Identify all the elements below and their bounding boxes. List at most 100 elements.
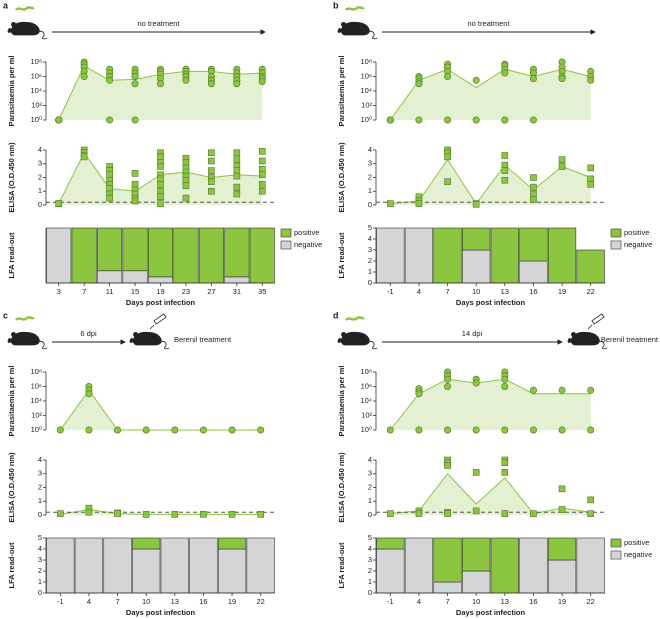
y-tick-label: 3: [38, 469, 42, 478]
data-point: [182, 76, 190, 84]
y-axis-label: Parasitaemia per ml: [337, 366, 346, 437]
data-point: [558, 163, 566, 170]
lfa-bar: [462, 537, 491, 572]
y-tick-label: 1: [368, 577, 372, 586]
treatment-label: Berenil treatment: [174, 335, 232, 344]
y-tick-label: 0: [38, 588, 42, 597]
data-point: [415, 510, 423, 517]
y-tick-label: 4: [38, 544, 42, 553]
y-tick-label: 10⁴: [360, 396, 372, 405]
y-tick-label: 10⁴: [30, 396, 42, 405]
lfa-bar: [224, 276, 250, 284]
data-point: [233, 172, 241, 180]
syringe: [153, 313, 167, 325]
y-tick-label: 3: [368, 469, 372, 478]
y-tick-label: 0: [368, 510, 372, 519]
y-tick-label: 10²: [31, 100, 42, 109]
x-tick-label: 7: [445, 597, 449, 606]
legend-swatch: [610, 550, 622, 560]
lfa-bar: [433, 227, 462, 284]
x-tick-label: 7: [445, 287, 449, 296]
data-point: [387, 510, 394, 517]
legend-swatch: [610, 240, 622, 250]
y-tick-label: 0: [38, 200, 42, 209]
data-point: [85, 426, 93, 434]
lfa-bar: [189, 537, 218, 594]
panel: b no treatment 10⁰ 10² 10⁴ 10⁶ 10⁸ Parasitaemia…: [333, 0, 652, 307]
data-point: [472, 469, 480, 476]
data-point: [257, 511, 264, 518]
data-point: [233, 156, 241, 163]
data-point: [208, 167, 215, 174]
data-point: [444, 462, 451, 469]
data-point: [415, 390, 423, 398]
x-tick-label: -1: [387, 597, 394, 606]
mouse-icon: [337, 331, 378, 350]
lfa-bar: [462, 227, 491, 251]
data-point: [171, 426, 179, 434]
y-tick-label: 10⁸: [30, 57, 42, 66]
y-axis-label: LFA read-out: [337, 232, 346, 278]
y-axis-label: LFA read-out: [7, 232, 16, 278]
data-point: [530, 174, 537, 181]
data-point: [501, 426, 509, 434]
mean-area: [390, 69, 591, 120]
data-point: [200, 511, 207, 518]
y-tick-label: 3: [368, 555, 372, 564]
data-point: [415, 426, 423, 434]
data-point: [258, 157, 266, 165]
data-point: [558, 506, 566, 513]
lfa-bar: [147, 227, 174, 278]
data-point: [106, 185, 113, 192]
y-axis-label: ELISA (O.D.450 nm): [7, 452, 16, 523]
arrow-annotation: 14 dpi: [462, 329, 483, 338]
panel-label: a: [3, 0, 9, 10]
y-tick-label: 4: [368, 234, 372, 243]
mouse-icon: [7, 21, 48, 40]
y-tick-label: 4: [38, 455, 42, 464]
data-point: [501, 116, 509, 124]
data-point: [106, 194, 113, 202]
data-point: [208, 187, 215, 195]
y-tick-label: 10⁸: [30, 367, 42, 376]
data-point: [530, 190, 537, 198]
lfa-bar: [246, 537, 275, 594]
y-tick-label: 10²: [361, 100, 372, 109]
legend-swatch: [280, 240, 292, 250]
legend-label: negative: [624, 550, 652, 559]
x-tick-label: 13: [501, 287, 509, 296]
data-point: [131, 73, 139, 81]
data-point: [472, 379, 480, 387]
x-tick-label: 16: [529, 287, 537, 296]
data-point: [415, 200, 423, 207]
y-tick-label: 0: [368, 588, 372, 597]
arrow-annotation: no treatment: [137, 19, 180, 28]
data-point: [106, 171, 113, 179]
panel-label: d: [333, 310, 339, 320]
data-point: [85, 390, 93, 398]
data-point: [558, 156, 566, 163]
data-point: [558, 75, 566, 83]
data-point: [587, 175, 594, 183]
data-point: [80, 73, 88, 81]
data-point: [530, 196, 537, 203]
y-tick-label: 10⁸: [360, 57, 372, 66]
data-point: [131, 80, 139, 88]
mean-area: [390, 159, 591, 205]
data-point: [233, 183, 241, 191]
y-tick-label: 0: [38, 510, 42, 519]
lfa-bar: [519, 260, 548, 284]
lfa-bar: [160, 537, 189, 594]
lfa-bar: [519, 537, 548, 594]
data-point: [57, 510, 64, 517]
data-point: [415, 80, 423, 88]
y-axis-label: LFA read-out: [337, 542, 346, 588]
parasite-icon: [345, 6, 365, 11]
data-point: [415, 116, 423, 124]
parasite-icon: [15, 6, 35, 11]
y-tick-label: 10²: [31, 410, 42, 419]
x-tick-label: 19: [558, 287, 566, 296]
y-tick-label: 3: [368, 159, 372, 168]
y-axis-label: ELISA (O.D.450 nm): [337, 142, 346, 213]
data-point: [386, 116, 394, 124]
